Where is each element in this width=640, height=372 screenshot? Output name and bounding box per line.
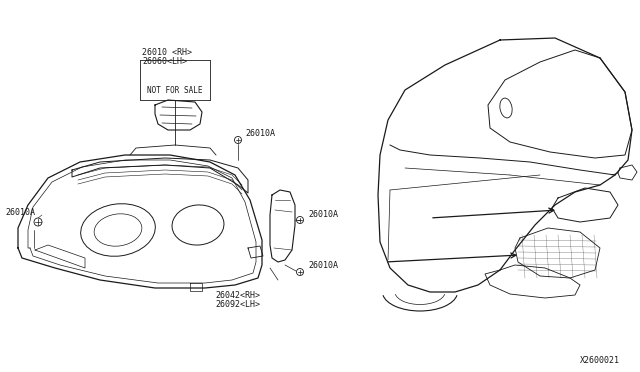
- Text: 26010A: 26010A: [308, 210, 338, 219]
- Text: 26010 <RH>: 26010 <RH>: [142, 48, 192, 57]
- Text: 26010A: 26010A: [5, 208, 35, 217]
- Text: 26092<LH>: 26092<LH>: [215, 300, 260, 309]
- Text: NOT FOR SALE: NOT FOR SALE: [147, 86, 203, 95]
- Text: X2600021: X2600021: [580, 356, 620, 365]
- Text: 26010A: 26010A: [308, 261, 338, 270]
- Text: 26060<LH>: 26060<LH>: [142, 57, 187, 66]
- Text: 26010A: 26010A: [245, 129, 275, 138]
- Text: 26042<RH>: 26042<RH>: [215, 291, 260, 300]
